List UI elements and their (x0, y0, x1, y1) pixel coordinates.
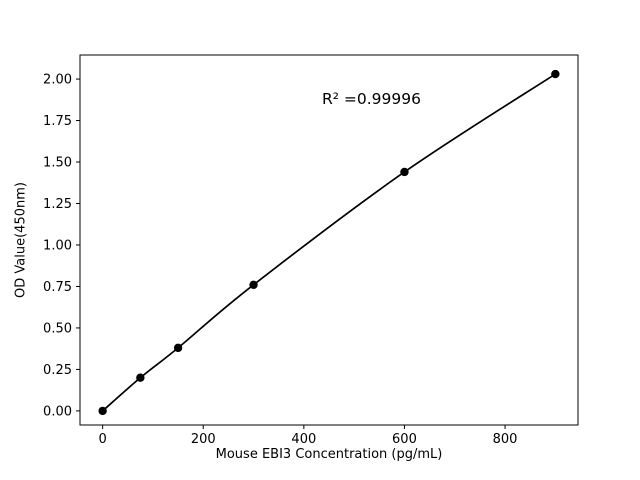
data-point (136, 373, 145, 382)
y-tick-label: 0.50 (43, 321, 72, 336)
y-tick-label: 0.75 (43, 280, 72, 295)
data-point (551, 69, 560, 79)
y-tick-label: 0.00 (43, 404, 72, 419)
data-point (173, 343, 183, 353)
y-tick-label: 0.25 (43, 363, 72, 378)
data-point (98, 406, 107, 416)
x-axis-label: Mouse EBI3 Concentration (pg/mL) (215, 447, 443, 462)
data-point (249, 280, 258, 289)
y-tick-label: 1.25 (43, 197, 72, 212)
fit-curve (102, 73, 556, 412)
y-tick-label: 1.00 (43, 238, 72, 253)
x-tick-label: 200 (191, 432, 216, 447)
x-tick-label: 0 (98, 432, 106, 447)
y-axis-label: OD Value(450nm) (13, 182, 29, 298)
y-tick-label: 1.75 (43, 114, 72, 129)
plot-spines (79, 54, 579, 426)
data-point (400, 167, 409, 177)
x-tick-label: 600 (392, 432, 417, 447)
y-tick-label: 1.50 (43, 156, 72, 171)
r-squared-annotation: R² =0.99996 (322, 90, 421, 108)
x-tick-label: 800 (493, 432, 518, 447)
y-tick-label: 2.00 (43, 73, 72, 88)
x-tick-label: 400 (291, 432, 316, 447)
